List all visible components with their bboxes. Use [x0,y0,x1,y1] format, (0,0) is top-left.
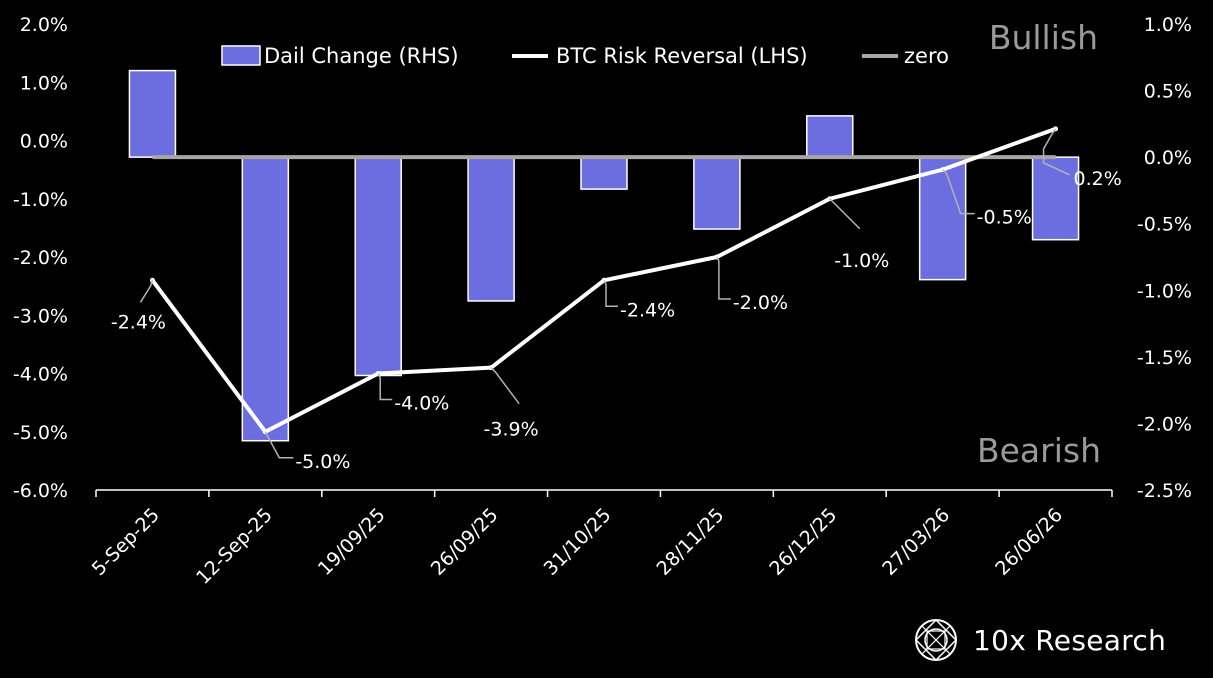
right-tick-label: -1.5% [1137,347,1192,369]
leader-line [377,373,393,401]
right-tick-label: 1.0% [1144,14,1192,36]
x-tick-label: 5-Sep-25 [88,504,164,580]
bar [241,156,290,442]
leader-line [139,280,154,303]
left-tick-label: -6.0% [13,480,68,502]
left-tick-label: -5.0% [13,422,68,444]
leader-line [829,198,861,230]
leader-line [1042,128,1070,176]
brand-name: 10x Research [973,623,1167,657]
data-label: -1.0% [834,250,889,272]
leader-line [264,431,294,459]
right-tick-label: -0.5% [1137,214,1192,236]
bar [693,156,741,230]
data-label: -3.9% [484,419,539,441]
x-tick-label: 28/11/25 [653,504,729,580]
right-tick-label: -2.0% [1137,413,1192,435]
bar-series [128,69,1080,442]
bar [128,69,177,158]
bar [1031,156,1080,241]
leader-line [490,367,520,405]
data-label: -2.4% [620,299,675,321]
left-tick-label: 0.0% [20,131,68,153]
leader-line [716,256,731,300]
leader-line [942,169,975,215]
legend-label-zero: zero [904,44,949,68]
right-tick-label: -2.5% [1137,480,1192,502]
leader-line [603,279,618,308]
chart-axes: 2.0% 1.0% 0.0% -1.0% -2.0% -3.0% -4.0% -5.0% -6.… [13,14,1192,589]
x-tick-label: 26/06/26 [991,504,1067,580]
x-tick-label: 27/03/26 [878,504,954,580]
legend-label-bar: Dail Change (RHS) [264,44,459,68]
data-label: -5.0% [295,451,350,473]
legend-label-line: BTC Risk Reversal (LHS) [556,44,808,68]
legend-swatch-bar [221,45,261,66]
x-tick-label: 26/09/25 [427,504,503,580]
left-tick-label: -4.0% [13,364,68,386]
bullish-annotation: Bullish [989,18,1098,57]
globe-logo-icon [914,618,958,662]
x-tick-label: 12-Sep-25 [192,504,277,589]
left-tick-label: 2.0% [20,14,68,36]
right-tick-label: 0.0% [1144,147,1192,169]
left-tick-label: -1.0% [13,189,68,211]
x-tick-label: 31/10/25 [540,504,616,580]
data-label: 0.2% [1074,168,1122,190]
x-tick-label: 26/12/25 [765,504,841,580]
right-tick-label: 0.5% [1144,81,1192,103]
left-tick-label: 1.0% [20,72,68,94]
left-tick-label: -3.0% [13,305,68,327]
data-label: -4.0% [394,393,449,415]
bar [467,156,515,302]
x-tick-label: 19/09/25 [314,504,390,580]
bar [918,156,967,281]
bearish-annotation: Bearish [977,431,1101,470]
data-label: -2.0% [733,292,788,314]
legend: Dail Change (RHS) BTC Risk Reversal (LHS)… [221,44,949,68]
right-tick-label: -1.0% [1137,280,1192,302]
data-label: -2.4% [111,311,166,333]
bar [354,156,402,377]
bar [580,156,628,190]
brand-logo: 10x Research [913,616,1166,664]
data-labels: -2.4% -5.0% -4.0% -3.9% -2.4% -2.0% -1.0% -0.5%… [111,128,1122,473]
bar [806,115,854,158]
left-tick-label: -2.0% [13,247,68,269]
data-label: -0.5% [977,207,1032,229]
